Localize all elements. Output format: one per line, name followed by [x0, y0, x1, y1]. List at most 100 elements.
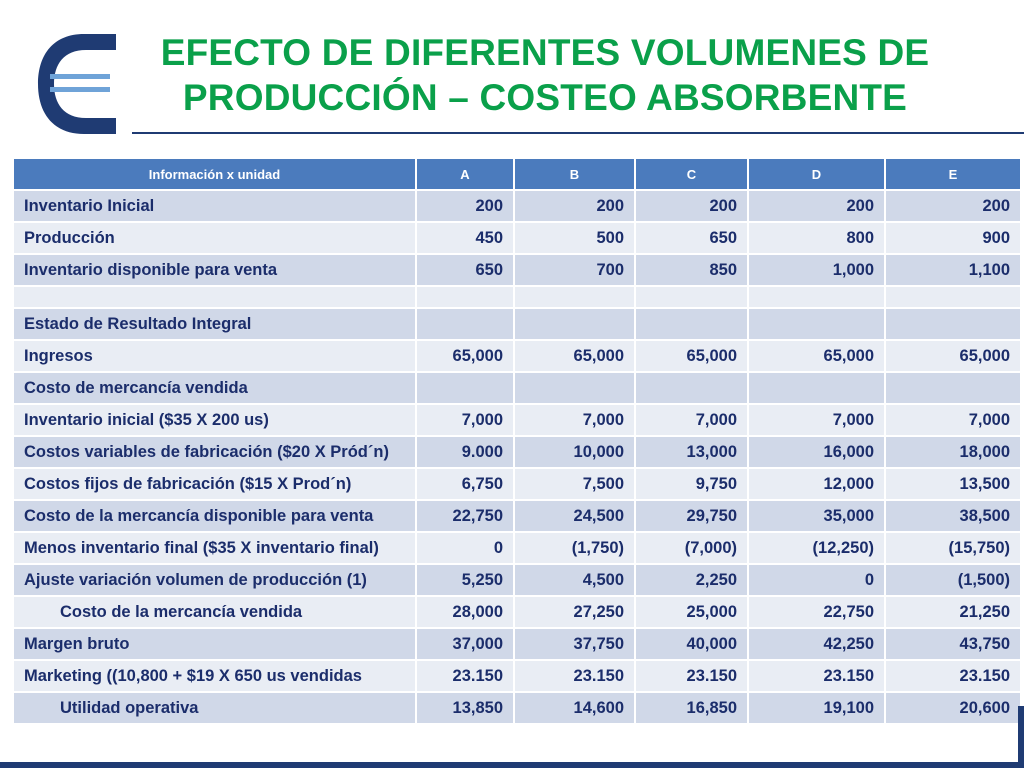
row-label: Estado de Resultado Integral: [12, 307, 417, 341]
cell-c: 200: [634, 189, 749, 223]
cell-c: [634, 307, 749, 341]
table-header-row: Información x unidad A B C D E: [12, 157, 1022, 191]
cell-a: 650: [415, 253, 515, 287]
cell-c: [634, 371, 749, 405]
cell-e: 21,250: [884, 595, 1022, 629]
row-label: Utilidad operativa: [12, 691, 417, 725]
cell-d: 200: [747, 189, 886, 223]
cell-c: [634, 285, 749, 309]
cell-b: (1,750): [513, 531, 636, 565]
cell-c: 23.150: [634, 659, 749, 693]
cell-c: (7,000): [634, 531, 749, 565]
header-label: Información x unidad: [12, 157, 417, 191]
cell-d: 1,000: [747, 253, 886, 287]
row-label: Costos fijos de fabricación ($15 X Prod´…: [12, 467, 417, 501]
cell-a: 200: [415, 189, 515, 223]
row-label: Costo de la mercancía vendida: [12, 595, 417, 629]
cell-e: 7,000: [884, 403, 1022, 437]
cell-e: 20,600: [884, 691, 1022, 725]
cell-e: [884, 371, 1022, 405]
table-row: Producción 450 500 650 800 900: [12, 221, 1022, 255]
cell-c: 29,750: [634, 499, 749, 533]
cell-c: 25,000: [634, 595, 749, 629]
row-label: Marketing ((10,800 + $19 X 650 us vendid…: [12, 659, 417, 693]
table-row: Margen bruto 37,000 37,750 40,000 42,250 43,7…: [12, 627, 1022, 661]
cell-e: (1,500): [884, 563, 1022, 597]
cell-c: 40,000: [634, 627, 749, 661]
cell-d: [747, 371, 886, 405]
cell-b: 23.150: [513, 659, 636, 693]
row-label: [12, 285, 417, 309]
table-row: Costo de la mercancía vendida 28,000 27,25…: [12, 595, 1022, 629]
cell-a: [415, 371, 515, 405]
table-row: Marketing ((10,800 + $19 X 650 us vendid…: [12, 659, 1022, 693]
cell-d: 12,000: [747, 467, 886, 501]
table-row: Inventario inicial ($35 X 200 us) 7,000 7,…: [12, 403, 1022, 437]
cell-a: 5,250: [415, 563, 515, 597]
table-row: Ingresos 65,000 65,000 65,000 65,000 65,000: [12, 339, 1022, 373]
cell-a: 23.150: [415, 659, 515, 693]
company-logo-icon: [38, 34, 116, 134]
table-row: [12, 285, 1022, 309]
cell-e: 200: [884, 189, 1022, 223]
table-row: Costo de la mercancía disponible para ve…: [12, 499, 1022, 533]
cell-a: 28,000: [415, 595, 515, 629]
row-label: Costo de mercancía vendida: [12, 371, 417, 405]
decorative-bar-right: [1018, 706, 1024, 768]
header-e: E: [884, 157, 1022, 191]
cell-d: 35,000: [747, 499, 886, 533]
table-row: Costo de mercancía vendida: [12, 371, 1022, 405]
table-row: Ajuste variación volumen de producción (…: [12, 563, 1022, 597]
cell-c: 65,000: [634, 339, 749, 373]
table-row: Estado de Resultado Integral: [12, 307, 1022, 341]
cell-c: 650: [634, 221, 749, 255]
cell-b: 200: [513, 189, 636, 223]
cell-a: 22,750: [415, 499, 515, 533]
cell-d: 7,000: [747, 403, 886, 437]
cell-e: [884, 307, 1022, 341]
cell-e: (15,750): [884, 531, 1022, 565]
cell-a: 6,750: [415, 467, 515, 501]
cell-d: [747, 307, 886, 341]
cell-e: 38,500: [884, 499, 1022, 533]
table-row: Menos inventario final ($35 X inventario…: [12, 531, 1022, 565]
row-label: Margen bruto: [12, 627, 417, 661]
cell-e: 900: [884, 221, 1022, 255]
row-label: Costos variables de fabricación ($20 X P…: [12, 435, 417, 469]
cell-b: 27,250: [513, 595, 636, 629]
header-b: B: [513, 157, 636, 191]
cell-e: 1,100: [884, 253, 1022, 287]
cell-d: 22,750: [747, 595, 886, 629]
cell-c: 7,000: [634, 403, 749, 437]
table-row: Costos variables de fabricación ($20 X P…: [12, 435, 1022, 469]
cell-b: 65,000: [513, 339, 636, 373]
costing-table: Información x unidad A B C D E Inventari…: [12, 157, 1022, 725]
table-row: Inventario Inicial 200 200 200 200 200: [12, 189, 1022, 223]
cell-a: [415, 307, 515, 341]
cell-d: (12,250): [747, 531, 886, 565]
cell-d: 65,000: [747, 339, 886, 373]
cell-d: 0: [747, 563, 886, 597]
cell-a: 9.000: [415, 435, 515, 469]
cell-b: 7,000: [513, 403, 636, 437]
cell-a: 0: [415, 531, 515, 565]
cell-d: 800: [747, 221, 886, 255]
row-label: Costo de la mercancía disponible para ve…: [12, 499, 417, 533]
table-row: Utilidad operativa 13,850 14,600 16,850 19,1…: [12, 691, 1022, 725]
header-c: C: [634, 157, 749, 191]
cell-e: 65,000: [884, 339, 1022, 373]
title-divider: [132, 132, 1024, 134]
title-line-2: PRODUCCIÓN – COSTEO ABSORBENTE: [182, 77, 908, 118]
cell-a: 37,000: [415, 627, 515, 661]
row-label: Inventario Inicial: [12, 189, 417, 223]
cell-a: [415, 285, 515, 309]
cell-d: 42,250: [747, 627, 886, 661]
cell-d: 16,000: [747, 435, 886, 469]
cell-a: 7,000: [415, 403, 515, 437]
cell-b: 37,750: [513, 627, 636, 661]
cell-c: 850: [634, 253, 749, 287]
cell-a: 450: [415, 221, 515, 255]
cell-b: 7,500: [513, 467, 636, 501]
row-label: Producción: [12, 221, 417, 255]
header-d: D: [747, 157, 886, 191]
